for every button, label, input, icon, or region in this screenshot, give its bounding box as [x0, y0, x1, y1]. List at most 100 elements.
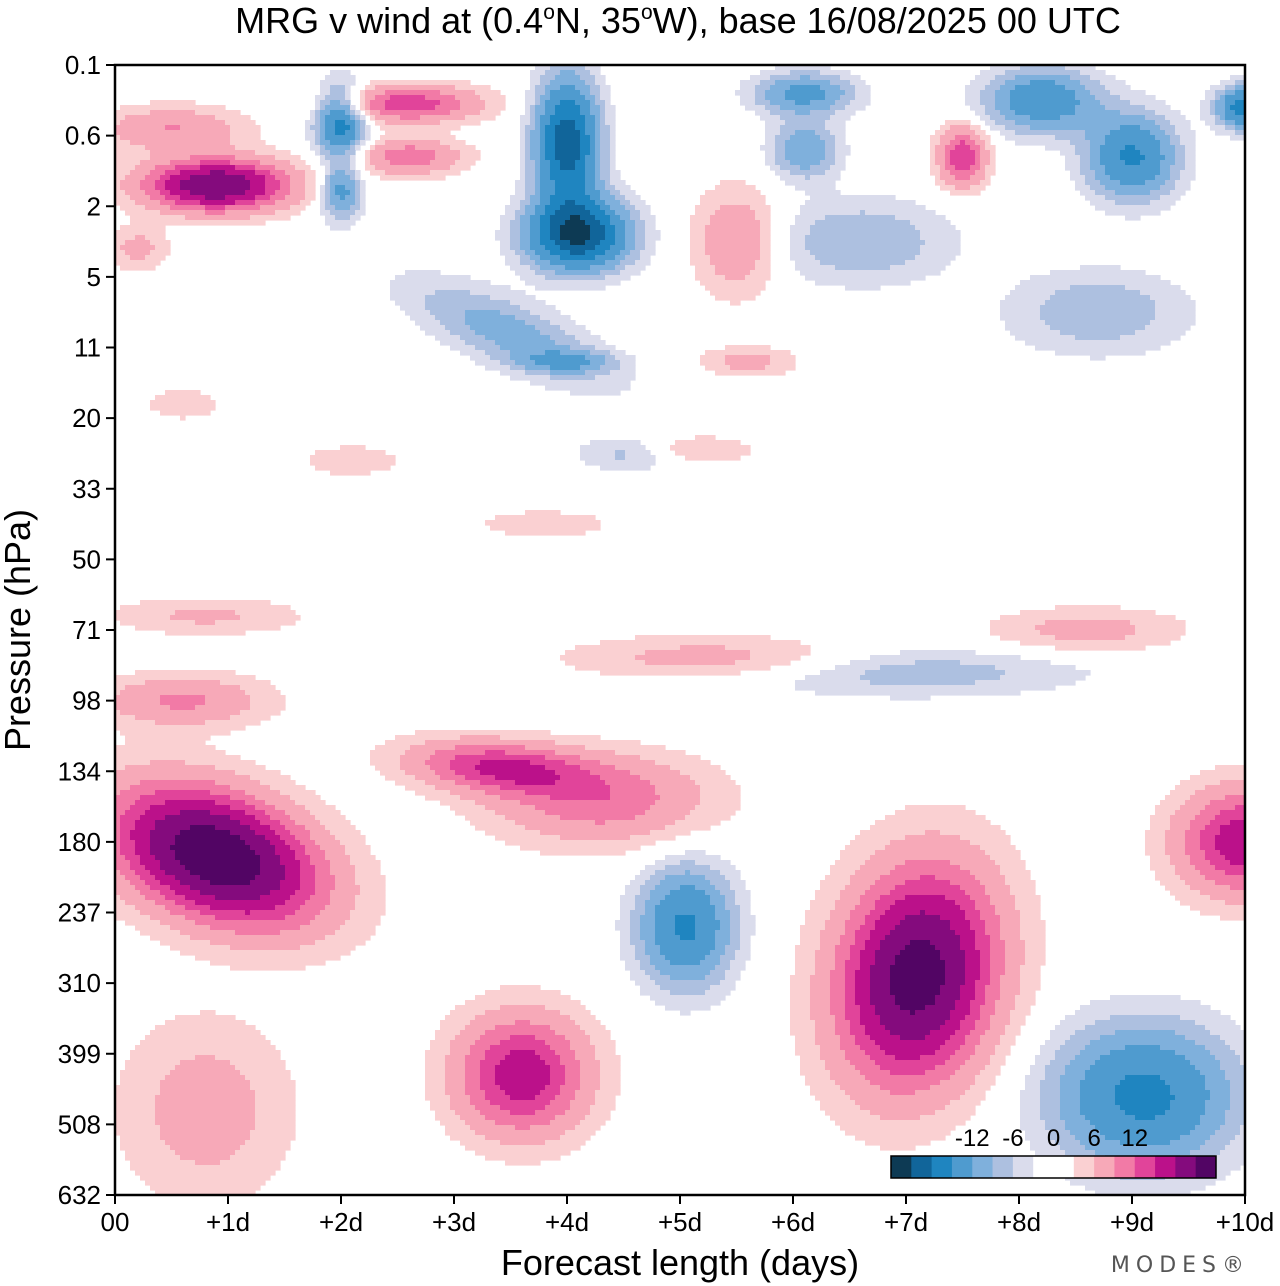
- contour-band-cell: [665, 855, 721, 861]
- contour-band-cell: [425, 1095, 451, 1101]
- contour-band-cell: [1230, 1100, 1245, 1106]
- contour-band-cell: [515, 820, 596, 826]
- contour-band-cell: [345, 845, 371, 851]
- contour-band-cell: [865, 1025, 886, 1031]
- contour-band-cell: [540, 1090, 561, 1096]
- contour-band-cell: [175, 1065, 236, 1071]
- contour-band-cell: [670, 960, 701, 966]
- contour-band-cell: [115, 145, 146, 151]
- contour-band-cell: [880, 1115, 921, 1121]
- contour-band-cell: [1145, 155, 1166, 161]
- contour-band-cell: [535, 90, 546, 96]
- contour-band-cell: [115, 830, 121, 836]
- contour-band-cell: [610, 245, 626, 251]
- contour-band-cell: [325, 175, 331, 181]
- contour-band-cell: [715, 930, 731, 936]
- contour-band-cell: [610, 135, 616, 141]
- contour-band-cell: [670, 990, 706, 996]
- contour-band-cell: [955, 165, 971, 171]
- contour-band-cell: [1235, 125, 1245, 131]
- contour-band-cell: [160, 1080, 251, 1086]
- contour-band-cell: [240, 1070, 291, 1076]
- colorbar-swatch: [1094, 1156, 1115, 1178]
- contour-band-cell: [500, 345, 571, 351]
- contour-band-cell: [435, 335, 461, 341]
- contour-band-cell: [1025, 1080, 1041, 1086]
- contour-band-cell: [535, 175, 541, 181]
- contour-band-cell: [435, 785, 471, 791]
- contour-band-cell: [145, 145, 236, 151]
- contour-band-cell: [505, 1090, 541, 1096]
- contour-band-cell: [675, 920, 696, 926]
- contour-band-cell: [205, 700, 251, 706]
- contour-band-cell: [580, 1085, 601, 1091]
- contour-band-cell: [1170, 190, 1186, 196]
- contour-band-cell: [520, 140, 526, 146]
- contour-band-cell: [335, 205, 351, 211]
- contour-band-cell: [585, 220, 601, 226]
- contour-band-cell: [895, 810, 976, 816]
- contour-band-cell: [355, 110, 361, 116]
- contour-band-cell: [940, 955, 966, 961]
- contour-band-cell: [570, 1100, 596, 1106]
- contour-band-cell: [600, 1065, 621, 1071]
- contour-band-cell: [455, 1035, 481, 1041]
- contour-band-cell: [300, 885, 316, 891]
- contour-band-cell: [530, 220, 541, 226]
- contour-band-cell: [795, 220, 816, 226]
- contour-band-cell: [630, 215, 641, 221]
- contour-band-cell: [760, 115, 781, 121]
- contour-band-cell: [115, 1130, 161, 1136]
- contour-band-cell: [605, 355, 616, 361]
- contour-band-cell: [910, 940, 931, 946]
- contour-band-cell: [1020, 610, 1156, 616]
- contour-band-cell: [565, 220, 586, 226]
- contour-band-cell: [435, 1035, 456, 1041]
- contour-band-cell: [575, 1125, 601, 1131]
- contour-band-cell: [515, 360, 536, 366]
- contour-band-cell: [505, 530, 586, 536]
- contour-band-cell: [1205, 90, 1216, 96]
- contour-band-cell: [725, 895, 736, 901]
- contour-band-cell: [255, 805, 276, 811]
- contour-band-cell: [600, 90, 611, 96]
- contour-band-cell: [730, 915, 741, 921]
- contour-band-cell: [620, 900, 636, 906]
- contour-band-cell: [935, 130, 946, 136]
- contour-band-cell: [135, 625, 281, 631]
- contour-band-cell: [1195, 790, 1245, 796]
- contour-band-cell: [315, 885, 336, 891]
- contour-band-cell: [650, 780, 696, 786]
- contour-band-cell: [640, 930, 656, 936]
- contour-band-cell: [295, 855, 311, 861]
- contour-band-cell: [975, 1080, 996, 1086]
- contour-band-cell: [540, 175, 551, 181]
- contour-band-cell: [835, 1025, 851, 1031]
- contour-band-cell: [520, 170, 526, 176]
- contour-band-cell: [595, 180, 606, 186]
- contour-band-cell: [1035, 345, 1161, 351]
- contour-band-cell: [275, 830, 291, 836]
- contour-band-cell: [165, 170, 181, 176]
- contour-band-cell: [130, 805, 151, 811]
- contour-band-cell: [585, 250, 606, 256]
- contour-band-cell: [955, 1070, 981, 1076]
- contour-band-cell: [185, 865, 261, 871]
- contour-band-cell: [230, 805, 256, 811]
- contour-band-cell: [805, 245, 921, 251]
- contour-band-cell: [550, 1120, 581, 1126]
- contour-band-cell: [525, 165, 536, 171]
- contour-band-cell: [610, 215, 621, 221]
- contour-band-cell: [565, 1070, 581, 1076]
- contour-band-cell: [795, 130, 816, 136]
- contour-band-cell: [850, 875, 881, 881]
- contour-band-cell: [555, 270, 601, 276]
- contour-band-cell: [955, 900, 976, 906]
- contour-band-cell: [315, 815, 346, 821]
- contour-band-cell: [1155, 305, 1196, 311]
- contour-band-cell: [965, 1015, 981, 1021]
- contour-band-cell: [590, 235, 606, 241]
- contour-band-cell: [635, 635, 771, 641]
- contour-band-cell: [1025, 1085, 1041, 1091]
- contour-band-cell: [175, 610, 236, 616]
